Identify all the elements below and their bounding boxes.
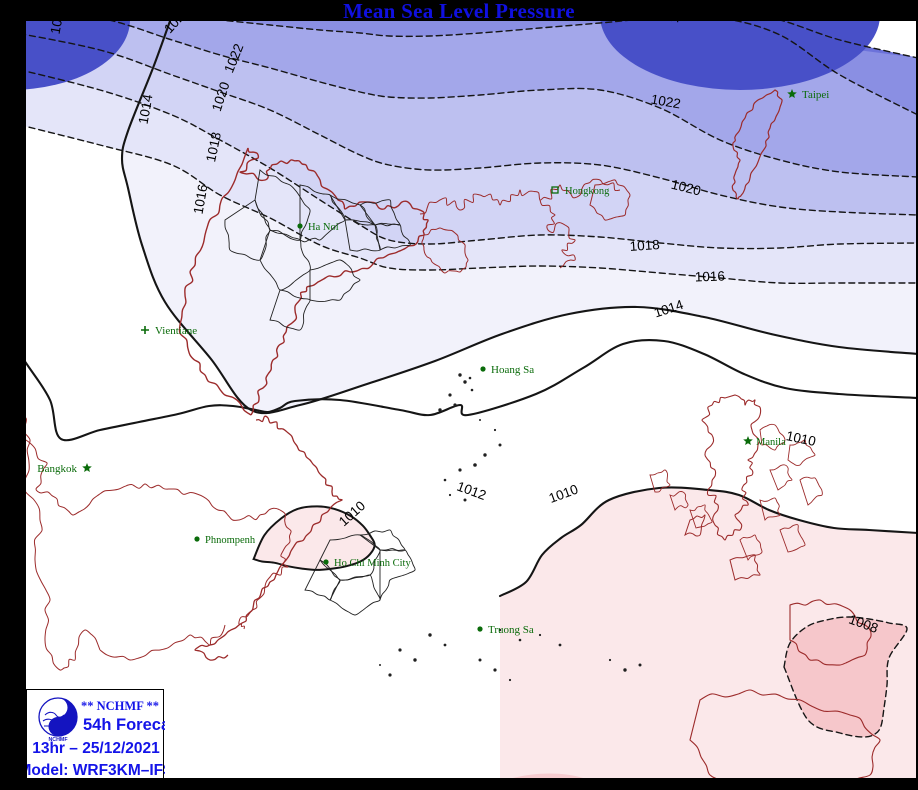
svg-text:1018: 1018 xyxy=(629,237,660,254)
svg-text:Ha Noi: Ha Noi xyxy=(308,222,339,233)
svg-text:Phnompenh: Phnompenh xyxy=(205,535,256,546)
svg-text:Hongkong: Hongkong xyxy=(565,186,610,197)
svg-text:1016: 1016 xyxy=(695,268,726,284)
svg-text:Bangkok: Bangkok xyxy=(37,463,77,475)
svg-text:Model: WRF3KM–IFS: Model: WRF3KM–IFS xyxy=(27,762,165,779)
svg-text:Truong Sa: Truong Sa xyxy=(488,624,534,636)
svg-text:Manila: Manila xyxy=(756,437,786,448)
svg-text:54h Forecast: 54h Forecast xyxy=(83,716,165,734)
svg-text:Vientiane: Vientiane xyxy=(155,325,197,337)
svg-text:Taipei: Taipei xyxy=(802,89,829,101)
svg-text:Hoang Sa: Hoang Sa xyxy=(491,364,534,376)
svg-text:13hr – 25/12/2021: 13hr – 25/12/2021 xyxy=(32,740,160,757)
svg-text:** NCHMF **: ** NCHMF ** xyxy=(81,699,159,713)
svg-text:Ho Chi Minh City: Ho Chi Minh City xyxy=(334,558,411,569)
